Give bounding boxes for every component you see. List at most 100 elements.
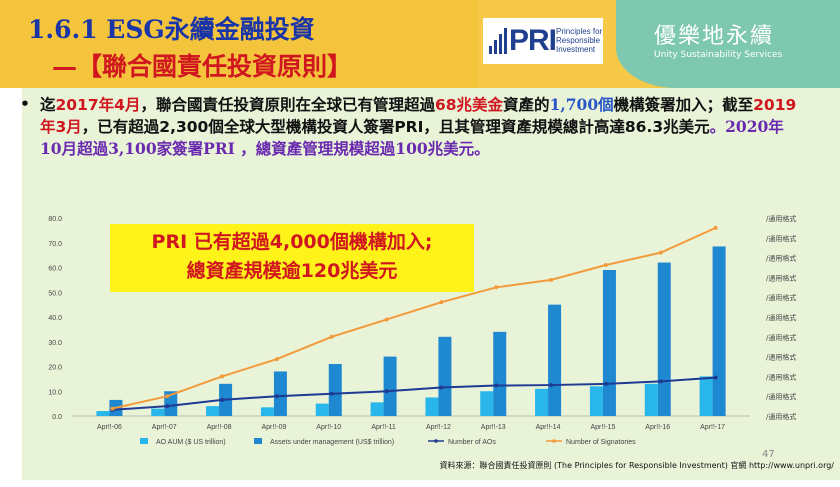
bar xyxy=(425,397,439,416)
right-tick-label: /通用格式 xyxy=(766,214,796,223)
x-tick-label: Apr!!-15 xyxy=(590,424,615,431)
text-segment: 資產的 xyxy=(503,96,550,114)
bar xyxy=(328,364,342,416)
line-point xyxy=(603,381,608,386)
series-line xyxy=(112,376,716,411)
bullet-paragraph: • 迄2017年4月，聯合國責任投資原則在全球已有管理超過68兆美金資產的1,7… xyxy=(20,94,800,160)
bullet-dot: • xyxy=(20,95,30,113)
title-box: 1.6.1 ESG永續金融投資 —【聯合國責任投資原則】 xyxy=(0,0,478,88)
page-title: 1.6.1 ESG永續金融投資 xyxy=(28,15,315,44)
line-point xyxy=(220,397,225,402)
text-2020-update: 。2020年10月超過3,100家簽署PRI ，總資產管理規模超過100兆美元。 xyxy=(40,117,784,158)
pri-logo-subtitle: Principles for Responsible Investment xyxy=(556,27,603,54)
line-point xyxy=(384,317,389,322)
source-footnote: 資料來源：聯合國責任投資原則 (The Principles for Respo… xyxy=(439,461,835,470)
line-point xyxy=(274,394,279,399)
x-tick-label: Apr!!-12 xyxy=(426,424,451,431)
y-tick-label: 70.0 xyxy=(48,241,62,248)
line-point xyxy=(658,250,663,255)
text-68-trillion: 68兆美金 xyxy=(434,96,504,114)
callout-line2: 總資產規模逾120兆美元 xyxy=(186,260,398,282)
y-tick-label: 10.0 xyxy=(48,389,62,396)
legend-swatch xyxy=(140,438,148,444)
line-point xyxy=(494,285,499,290)
line-point xyxy=(439,385,444,390)
line-point xyxy=(494,383,499,388)
text-segment: ，聯合國責任投資原則在全球已有管理超過 xyxy=(140,96,435,114)
bar xyxy=(480,391,494,416)
legend-marker xyxy=(552,439,556,443)
bar xyxy=(438,336,452,416)
bar xyxy=(712,246,726,416)
x-tick-label: Apr!!-16 xyxy=(645,424,670,431)
line-point xyxy=(329,334,334,339)
pri-bars-icon xyxy=(489,28,507,54)
x-tick-label: Apr!!-09 xyxy=(261,424,286,431)
legend-swatch xyxy=(254,438,262,444)
callout-line1: PRI 已有超過4,000個機構加入; xyxy=(151,231,433,253)
line-point xyxy=(329,391,334,396)
bar xyxy=(602,269,616,416)
line-point xyxy=(165,394,170,399)
brand-logo: 優樂地永續 Unity Sustainability Services xyxy=(616,0,840,88)
right-tick-label: /通用格式 xyxy=(766,273,796,282)
page-number: 47 xyxy=(762,449,775,460)
line-point xyxy=(384,389,389,394)
line-point xyxy=(713,225,718,230)
x-tick-label: Apr!!-13 xyxy=(481,424,506,431)
pri-logo-text: PRI xyxy=(509,24,557,57)
right-tick-label: /通用格式 xyxy=(766,313,796,322)
text-segment: 迄 xyxy=(40,96,56,114)
y-tick-label: 80.0 xyxy=(48,216,62,223)
x-tick-label: Apr!!-07 xyxy=(152,424,177,431)
legend-marker xyxy=(434,439,438,443)
bar xyxy=(370,402,384,416)
text-date-2019: 2019年3月 xyxy=(40,96,797,136)
text-segment: ，已有超過2,300個全球大型機構投資人簽署PRI，且其管理資產規模總計高達86… xyxy=(81,118,710,136)
brand-english-name: Unity Sustainability Services xyxy=(654,50,783,60)
y-tick-label: 40.0 xyxy=(48,315,62,322)
bar xyxy=(535,388,549,416)
line-point xyxy=(549,277,554,282)
line-point xyxy=(603,263,608,268)
y-tick-label: 30.0 xyxy=(48,340,62,347)
bar xyxy=(315,403,329,416)
bar xyxy=(383,356,397,416)
text-segment: 機構簽署加入；截至 xyxy=(613,96,754,114)
brand-name: 優樂地永續 xyxy=(654,24,775,49)
right-tick-label: /通用格式 xyxy=(766,353,796,362)
text-1700: 1,700個 xyxy=(549,95,614,114)
x-tick-label: Apr!!-11 xyxy=(371,424,395,431)
pri-logo: PRI Principles for Responsible Investmen… xyxy=(483,18,603,64)
bar xyxy=(206,406,220,416)
right-tick-label: /通用格式 xyxy=(766,254,796,263)
x-tick-label: Apr!!-17 xyxy=(700,424,725,431)
line-point xyxy=(274,357,279,362)
bar xyxy=(699,376,713,416)
bar xyxy=(548,304,562,416)
pri-growth-chart: 0.0 10.0 20.0 30.0 40.0 50.0 60.0 70.0 80.0/通用格式… xyxy=(48,214,796,446)
right-tick-label: /通用格式 xyxy=(766,234,796,243)
x-tick-label: Apr!!-14 xyxy=(536,424,561,431)
series-line xyxy=(112,226,716,410)
legend-label: Number of AOs xyxy=(448,439,496,446)
text-date-2017: 2017年4月 xyxy=(55,96,141,114)
y-tick-label: 0.0 xyxy=(52,414,62,421)
line-point xyxy=(165,404,170,409)
right-tick-label: /通用格式 xyxy=(766,412,796,421)
bar xyxy=(589,386,603,416)
line-point xyxy=(713,375,718,380)
right-tick-label: /通用格式 xyxy=(766,372,796,381)
line-point xyxy=(549,383,554,388)
bar xyxy=(493,331,507,416)
bar xyxy=(260,407,274,416)
right-tick-label: /通用格式 xyxy=(766,333,796,342)
legend-label: Number of Signatories xyxy=(566,439,636,446)
bar xyxy=(273,371,287,416)
line-point xyxy=(658,379,663,384)
legend-label: Assets under management (US$ trillion) xyxy=(270,439,394,446)
line-point xyxy=(220,374,225,379)
y-tick-label: 20.0 xyxy=(48,365,62,372)
line-point xyxy=(110,406,115,411)
x-tick-label: Apr!!-10 xyxy=(316,424,341,431)
